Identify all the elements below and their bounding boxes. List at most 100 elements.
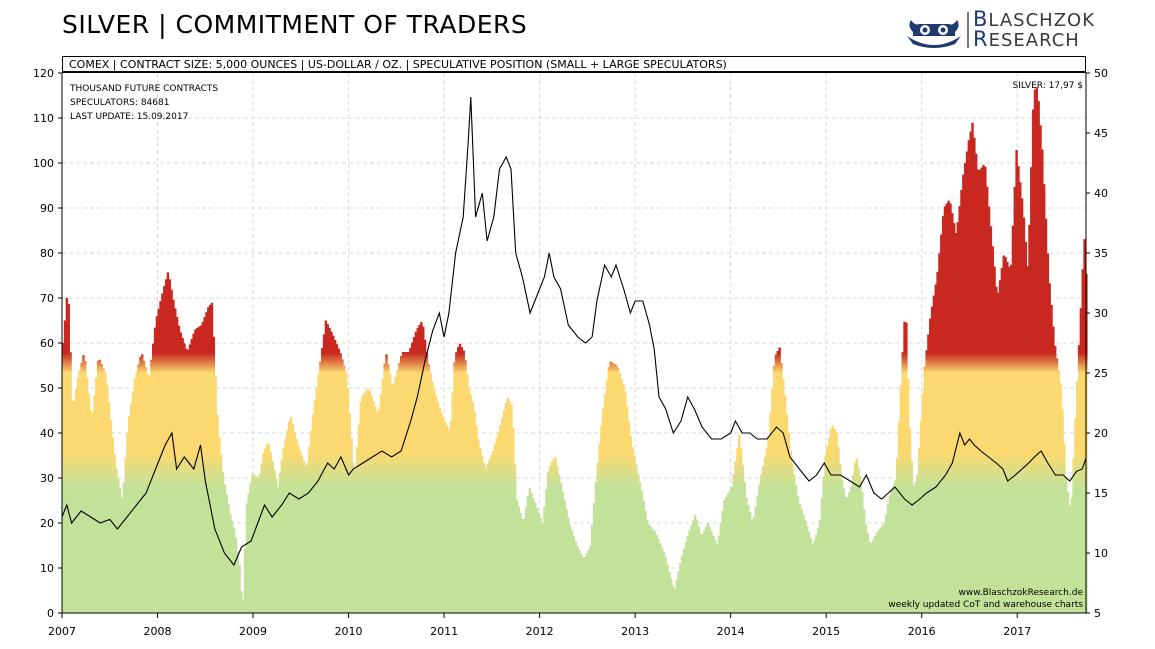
bar-week-463	[912, 486, 915, 613]
left-tick-label-9: 90	[40, 202, 54, 215]
bar-week-492	[965, 151, 969, 614]
bar-week-541	[1055, 358, 1059, 613]
bar-week-394	[785, 413, 789, 613]
bar-week-341	[688, 530, 691, 613]
bar-week-129	[298, 450, 302, 613]
bar-week-543	[1059, 383, 1062, 613]
bar-week-69	[188, 344, 192, 613]
bar-week-545	[1063, 443, 1066, 613]
bar-week-456	[899, 385, 903, 613]
bar-week-248	[517, 506, 521, 613]
bar-week-552	[1076, 381, 1079, 613]
bar-week-344	[693, 515, 697, 613]
bar-week-448	[884, 514, 888, 613]
bar-week-535	[1044, 218, 1048, 613]
bar-week-488	[958, 206, 961, 614]
bar-week-449	[886, 504, 890, 613]
bar-week-68	[186, 349, 190, 613]
bar-week-42	[139, 356, 142, 613]
bar-week-405	[805, 525, 809, 613]
bar-week-59	[170, 289, 173, 613]
bar-week-145	[328, 327, 331, 613]
bar-week-293	[600, 425, 603, 613]
bar-week-87	[221, 471, 225, 613]
bar-week-260	[539, 517, 543, 613]
bar-week-232	[488, 459, 491, 613]
x-tick-label-2015: 2015	[812, 625, 840, 638]
bar-week-544	[1061, 408, 1064, 613]
bar-week-497	[974, 153, 978, 613]
bar-week-472	[929, 318, 932, 613]
bar-week-284	[583, 556, 587, 613]
bar-week-186	[403, 352, 407, 613]
bar-week-265	[548, 465, 552, 613]
bar-week-421	[835, 432, 838, 613]
bar-week-435	[861, 491, 864, 613]
bar-week-363	[728, 490, 732, 613]
bar-week-48	[150, 359, 153, 613]
bar-week-180	[392, 383, 396, 613]
bar-week-199	[427, 364, 430, 613]
bar-week-79	[207, 307, 210, 613]
bar-week-464	[914, 481, 917, 613]
bar-week-555	[1081, 269, 1084, 613]
bar-week-263	[545, 489, 548, 613]
bar-week-331	[670, 578, 673, 613]
bar-week-124	[289, 416, 293, 613]
bar-week-116	[275, 478, 278, 613]
bar-week-301	[614, 364, 618, 613]
bar-week-300	[613, 363, 616, 613]
bar-week-205	[438, 408, 442, 613]
bar-week-214	[455, 352, 458, 613]
bar-week-222	[469, 394, 473, 613]
bar-week-179	[390, 384, 394, 613]
bar-week-499	[978, 169, 982, 613]
bar-week-82	[212, 336, 216, 613]
bar-week-207	[442, 417, 445, 613]
bar-week-60	[172, 299, 175, 613]
bar-week-37	[129, 403, 133, 613]
bar-week-487	[956, 222, 960, 613]
bar-week-510	[998, 280, 1002, 613]
bar-week-417	[828, 437, 831, 613]
bar-week-319	[647, 524, 651, 613]
left-tick-label-11: 110	[33, 112, 54, 125]
bar-week-515	[1008, 266, 1011, 613]
bar-week-213	[453, 362, 456, 613]
bar-week-127	[295, 439, 298, 613]
bar-week-416	[826, 446, 829, 613]
bar-week-369	[739, 447, 743, 613]
bar-week-120	[282, 447, 285, 613]
bar-week-270	[557, 474, 561, 613]
bar-week-133	[306, 462, 309, 613]
bar-week-182	[396, 370, 399, 613]
bar-week-350	[704, 526, 708, 613]
bar-week-8	[76, 377, 80, 613]
bar-week-454	[895, 457, 899, 613]
bar-week-316	[642, 500, 645, 613]
bar-week-380	[760, 474, 763, 613]
bar-week-415	[824, 455, 827, 613]
bar-week-88	[223, 484, 227, 613]
bar-week-476	[936, 271, 939, 613]
bar-week-229	[482, 462, 486, 613]
bar-week-30	[117, 478, 120, 613]
bar-week-351	[706, 523, 710, 613]
bar-week-276	[569, 525, 572, 613]
bar-week-77	[203, 317, 206, 613]
bar-week-524	[1024, 241, 1028, 613]
right-tick-label-3: 20	[1094, 427, 1108, 440]
bar-week-201	[431, 381, 434, 613]
bar-week-102	[249, 483, 252, 613]
bar-week-110	[264, 448, 267, 613]
bar-week-413	[820, 497, 824, 613]
bar-week-112	[267, 443, 271, 613]
bar-week-247	[515, 500, 519, 613]
bar-week-16	[91, 412, 94, 613]
bar-week-155	[346, 388, 350, 613]
bar-week-287	[589, 545, 592, 613]
left-tick-label-0: 0	[47, 607, 54, 620]
bar-week-216	[458, 343, 462, 613]
bar-week-171	[376, 411, 379, 613]
bar-week-352	[708, 527, 712, 613]
